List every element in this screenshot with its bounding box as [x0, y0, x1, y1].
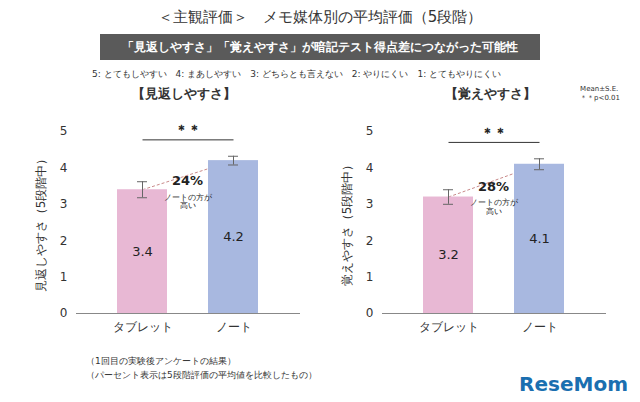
- svg-text:3: 3: [60, 197, 68, 211]
- html-text:Mean±S.E.: Mean±S.E.: [580, 85, 619, 93]
- svg-text:ノートの方が高い: ノートの方が高い: [470, 198, 519, 216]
- svg-text:3.4: 3.4: [132, 244, 153, 259]
- html-text:（パーセント表示は5段階評価の平均値を比較したもの）: （パーセント表示は5段階評価の平均値を比較したもの）: [86, 370, 317, 380]
- svg-text:ノート: ノート: [522, 320, 558, 334]
- svg-text:4: 4: [366, 161, 374, 175]
- svg-text:覚えやすさ（5段階中）: 覚えやすさ（5段階中）: [340, 159, 354, 287]
- svg-text:タブレット: タブレット: [419, 320, 479, 334]
- html-text:【見返しやすさ】: 【見返しやすさ】: [132, 86, 236, 101]
- html-text:＊＊p<0.01: ＊＊p<0.01: [580, 94, 620, 102]
- svg-text:＊＊: ＊＊: [175, 122, 201, 137]
- svg-text:1: 1: [60, 270, 68, 284]
- svg-text:5: 5: [366, 124, 374, 138]
- svg-text:見返しやすさ（5段階中）: 見返しやすさ（5段階中）: [34, 153, 48, 293]
- svg-text:3: 3: [366, 197, 374, 211]
- svg-text:24%: 24%: [172, 173, 203, 188]
- svg-text:タブレット: タブレット: [113, 320, 173, 334]
- svg-text:＊＊: ＊＊: [481, 125, 507, 140]
- html-text:【覚えやすさ】: 【覚えやすさ】: [444, 86, 536, 101]
- svg-text:0: 0: [60, 306, 68, 320]
- svg-text:4.2: 4.2: [223, 229, 244, 244]
- html-text:＜主観評価＞ メモ媒体別の平均評価（5段階）: ＜主観評価＞ メモ媒体別の平均評価（5段階）: [157, 8, 483, 26]
- svg-text:4.1: 4.1: [529, 231, 550, 246]
- svg-text:2: 2: [60, 234, 68, 248]
- html-text:（1回目の実験後アンケートの結果）: （1回目の実験後アンケートの結果）: [86, 356, 236, 366]
- svg-text:2: 2: [366, 234, 374, 248]
- html-text:「見返しやすさ」「覚えやすさ」が暗記テスト得点差につながった: 「見返しやすさ」「覚えやすさ」が暗記テスト得点差につながった可能性: [122, 40, 518, 54]
- svg-text:5: 5: [60, 124, 68, 138]
- svg-text:4: 4: [60, 161, 68, 175]
- svg-text:3.2: 3.2: [438, 247, 459, 262]
- svg-text:28%: 28%: [478, 179, 509, 194]
- svg-text:0: 0: [366, 306, 374, 320]
- html-text:5: とてもしやすい 4: まあしやすい 3: どちらとも言: 5: とてもしやすい 4: まあしやすい 3: どちらとも言えない 2: やりに…: [92, 69, 502, 79]
- html-text:ReseMom: ReseMom: [519, 372, 628, 396]
- svg-text:ノートの方が高い: ノートの方が高い: [164, 193, 213, 211]
- svg-text:ノート: ノート: [216, 320, 252, 334]
- svg-text:1: 1: [366, 270, 374, 284]
